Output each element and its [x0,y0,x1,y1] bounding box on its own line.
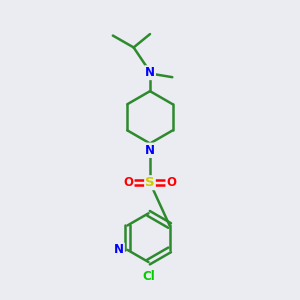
Text: Cl: Cl [142,270,155,284]
Text: N: N [114,243,124,256]
Text: N: N [145,144,155,157]
Text: O: O [124,176,134,189]
Text: N: N [145,143,155,157]
Text: O: O [167,176,176,189]
Text: N: N [145,66,155,79]
Text: S: S [145,176,155,189]
